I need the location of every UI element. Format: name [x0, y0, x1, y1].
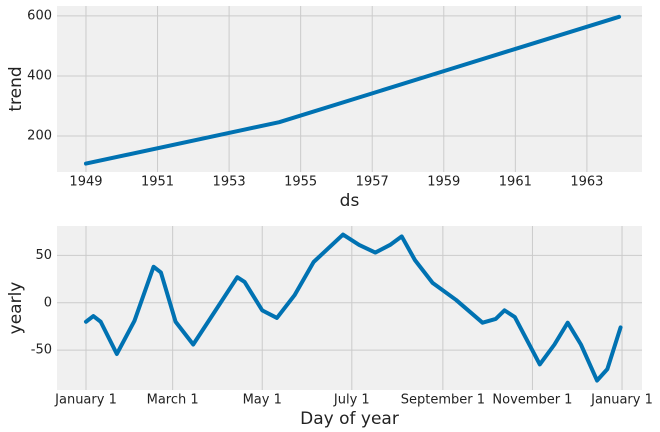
y-axis-label: trend: [6, 66, 26, 111]
y-tick-label: 400: [27, 68, 52, 83]
x-tick-label: May 1: [243, 393, 282, 408]
plot-background: [57, 226, 642, 390]
x-tick-label: 1961: [499, 175, 532, 190]
y-tick-label: 0: [44, 295, 52, 310]
line: [84, 232, 623, 383]
x-axis-label: ds: [340, 191, 360, 211]
x-tick-label: March 1: [147, 393, 199, 408]
x-tick-label: 1963: [570, 175, 603, 190]
x-tick-label: November 1: [492, 393, 572, 408]
x-tick-label: 1959: [427, 175, 460, 190]
x-tick-label: 1955: [284, 175, 317, 190]
y-tick-label: 50: [35, 248, 52, 263]
x-tick-label: January 1: [54, 393, 117, 408]
x-axis-label: Day of year: [300, 409, 399, 429]
x-tick-label: 1957: [356, 175, 389, 190]
plot-background: [57, 6, 642, 172]
x-tick-label: 1951: [141, 175, 174, 190]
y-tick-label: 600: [27, 8, 52, 23]
y-tick-label: -50: [31, 343, 52, 358]
x-tick-label: September 1: [401, 393, 485, 408]
x-tick-label: July 1: [333, 393, 370, 408]
y-tick-label: 200: [27, 128, 52, 143]
y-axis-label: yearly: [6, 282, 26, 335]
x-tick-label: 1949: [69, 175, 102, 190]
x-tick-label: 1953: [213, 175, 246, 190]
x-tick-label: January 1: [590, 393, 653, 408]
subplot: -50 0 50 January 1 March 1 May 1 July 1 Septemb…: [6, 226, 653, 429]
line: [83, 14, 622, 166]
subplot: 200 400 600 1949 1951 1953 1955 1957 1959 1961 196…: [6, 6, 642, 211]
